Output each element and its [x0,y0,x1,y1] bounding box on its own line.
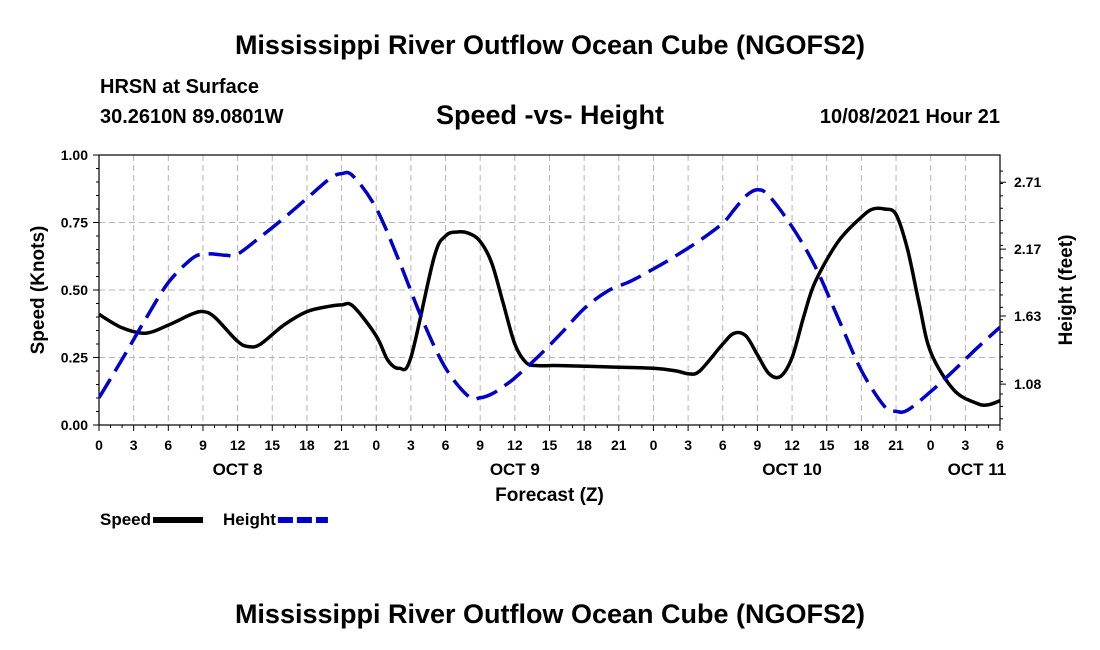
footer-title: Mississippi River Outflow Ocean Cube (NG… [234,599,866,629]
coordinates-label: 30.2610N 89.0801W [100,106,284,128]
day-label: OCT 8 [213,460,263,479]
x-tick-label: 3 [407,437,415,453]
x-tick-label: 6 [719,437,727,453]
x-tick-label: 3 [961,437,969,453]
x-tick-label: 6 [996,437,1004,453]
x-tick-label: 21 [888,437,904,453]
datetime-label: 10/08/2021 Hour 21 [819,106,1000,128]
x-tick-label: 6 [442,437,450,453]
y-right-axis-label: Height (feet) [1056,235,1077,346]
x-tick-label: 15 [264,437,280,453]
y-left-tick-label: 0.75 [61,215,88,231]
plot-frame [98,154,1001,426]
station-label: HRSN at Surface [100,76,259,98]
x-axis-label: Forecast (Z) [495,485,604,506]
y-left-tick-label: 0.50 [61,282,88,298]
x-tick-label: 0 [650,437,658,453]
x-tick-label: 0 [95,437,103,453]
x-tick-label: 0 [927,437,935,453]
chart-title: Mississippi River Outflow Ocean Cube (NG… [234,30,866,60]
y-left-axis-label: Speed (Knots) [28,226,49,355]
x-tick-label: 18 [576,437,592,453]
y-right-tick-label: 1.08 [1014,376,1041,392]
x-tick-label: 21 [334,437,350,453]
x-tick-label: 18 [854,437,870,453]
y-left-tick-label: 1.00 [61,147,88,163]
y-left-tick-label: 0.00 [61,417,88,433]
x-tick-label: 6 [164,437,172,453]
x-tick-label: 9 [476,437,484,453]
x-tick-label: 12 [784,437,800,453]
x-tick-label: 3 [684,437,692,453]
chart-subtitle: Speed -vs- Height [435,100,665,130]
x-tick-label: 12 [230,437,246,453]
x-tick-label: 3 [130,437,138,453]
series-line-speed [99,206,1000,407]
day-label: OCT 10 [762,460,822,479]
y-right-tick-label: 2.17 [1014,241,1041,257]
x-tick-label: 9 [199,437,207,453]
y-right-tick-label: 2.71 [1014,174,1041,190]
series-line-height [99,170,1000,414]
x-tick-label: 9 [754,437,762,453]
x-tick-label: 0 [372,437,380,453]
x-tick-label: 12 [507,437,523,453]
x-tick-label: 15 [542,437,558,453]
day-label: OCT 9 [490,460,540,479]
y-right-tick-label: 1.63 [1014,308,1041,324]
x-tick-label: 15 [819,437,835,453]
x-tick-label: 21 [611,437,627,453]
y-left-tick-label: 0.25 [61,350,88,366]
day-label: OCT 11 [948,460,1007,479]
x-tick-label: 18 [299,437,315,453]
legend-label-speed: Speed [100,510,151,529]
legend-label-height: Height [223,510,276,529]
